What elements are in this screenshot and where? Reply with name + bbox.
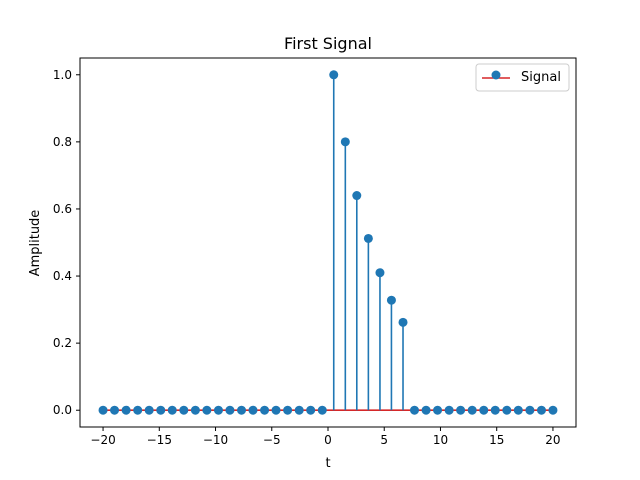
legend-marker-swatch [491,70,501,80]
data-point [202,405,212,415]
x-ticks: −20 −15 −10 −5 0 5 10 15 20 [90,427,561,447]
data-point [479,405,489,415]
data-point [190,405,200,415]
data-point [271,405,281,415]
x-tick-label: −20 [90,433,115,447]
stems [332,74,404,411]
data-point [386,295,396,305]
x-tick-label: 20 [545,433,560,447]
legend: Signal [475,63,570,92]
x-tick-label: 0 [324,433,332,447]
y-tick-label: 0.2 [53,336,72,350]
data-point [444,405,454,415]
data-point [98,405,108,415]
x-tick-label: 5 [380,433,388,447]
data-point [294,405,304,415]
data-point [121,405,131,415]
data-point [156,405,166,415]
x-tick-label: −15 [147,433,172,447]
y-tick-label: 0.6 [53,202,72,216]
data-point [237,405,247,415]
data-point [144,405,154,415]
y-ticks: 0.0 0.2 0.4 0.6 0.8 1.0 [53,68,80,417]
data-point [352,191,362,201]
data-point [363,233,373,243]
data-point [306,405,316,415]
data-point [502,405,512,415]
x-tick-label: −5 [263,433,281,447]
data-point [375,268,385,278]
data-point [167,405,177,415]
data-point [329,70,339,80]
data-point [225,405,235,415]
data-point [179,405,189,415]
y-tick-label: 1.0 [53,68,72,82]
data-point [433,405,443,415]
data-point [456,405,466,415]
data-point [340,137,350,147]
markers [98,70,558,415]
data-point [317,405,327,415]
data-point [213,405,223,415]
legend-box [475,63,570,92]
y-tick-label: 0.0 [53,403,72,417]
x-tick-label: 10 [433,433,448,447]
data-point [513,405,523,415]
data-point [133,405,143,415]
y-tick-label: 0.8 [53,135,72,149]
x-tick-label: 15 [489,433,504,447]
y-axis-label: Amplitude [28,210,43,277]
data-point [409,405,419,415]
y-tick-label: 0.4 [53,269,72,283]
chart-title: First Signal [284,34,372,53]
x-axis-label: t [325,456,330,471]
data-point [421,405,431,415]
data-point [398,317,408,327]
data-point [548,405,558,415]
data-point [283,405,293,415]
data-point [525,405,535,415]
data-point [490,405,500,415]
legend-label-signal: Signal [521,70,561,85]
x-tick-label: −10 [203,433,228,447]
data-point [536,405,546,415]
plot-frame [79,57,577,428]
data-point [260,405,270,415]
data-point [467,405,477,415]
data-point [110,405,120,415]
data-point [248,405,258,415]
